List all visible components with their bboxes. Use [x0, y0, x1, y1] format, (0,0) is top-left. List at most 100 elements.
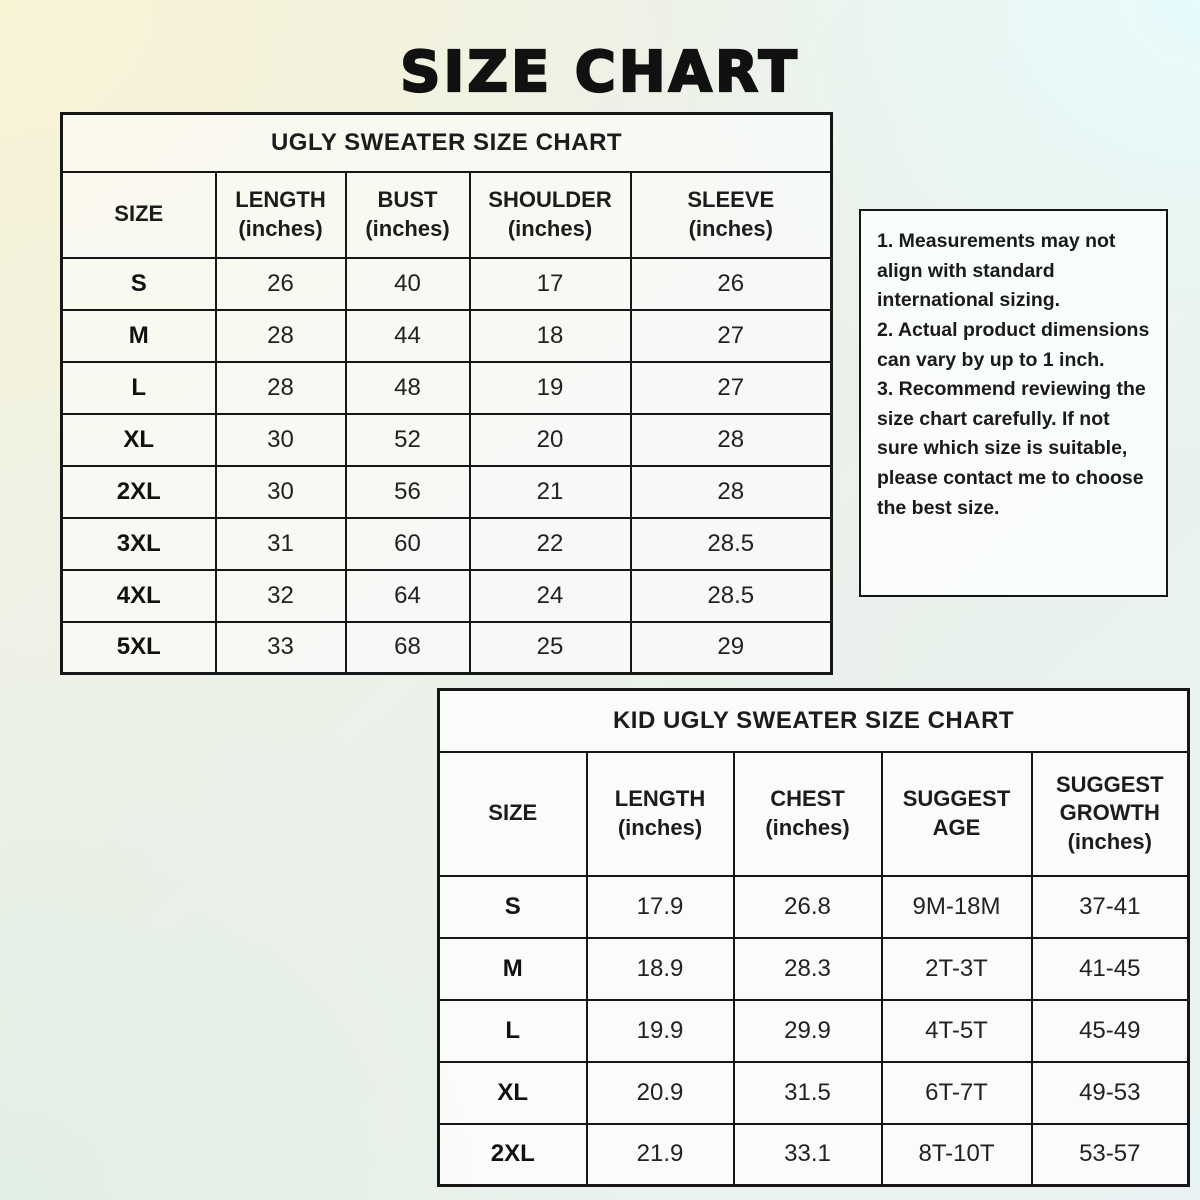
value-cell: 56	[344, 464, 471, 519]
value-cell: 30	[214, 412, 347, 467]
value-cell: 29	[629, 620, 833, 675]
value-cell: 21.9	[585, 1122, 735, 1187]
value-cell: 19.9	[585, 998, 735, 1063]
value-cell: 6T-7T	[880, 1060, 1033, 1125]
size-cell: 2XL	[60, 464, 217, 519]
value-cell: 25	[468, 620, 632, 675]
value-cell: 18.9	[585, 936, 735, 1001]
value-cell: 28	[214, 360, 347, 415]
column-header: SIZE	[437, 750, 588, 877]
table-row: 3XL 31 60 22 28.5	[60, 516, 833, 571]
table-row: XL 30 52 20 28	[60, 412, 833, 467]
table-row: 4XL 32 64 24 28.5	[60, 568, 833, 623]
value-cell: 45-49	[1030, 998, 1190, 1063]
sizing-note: 1. Measurements may not align with stand…	[877, 230, 1116, 312]
value-cell: 48	[344, 360, 471, 415]
value-cell: 31.5	[732, 1060, 883, 1125]
value-cell: 28	[629, 464, 833, 519]
value-cell: 9M-18M	[880, 874, 1033, 939]
value-cell: 2T-3T	[880, 936, 1033, 1001]
value-cell: 21	[468, 464, 632, 519]
size-cell: L	[60, 360, 217, 415]
size-cell: XL	[60, 412, 217, 467]
value-cell: 28.5	[629, 568, 833, 623]
table-row: L 28 48 19 27	[60, 360, 833, 415]
value-cell: 18	[468, 308, 632, 363]
value-cell: 26.8	[732, 874, 883, 939]
value-cell: 64	[344, 568, 471, 623]
value-cell: 26	[629, 256, 833, 311]
header-row: SIZE LENGTH (inches) CHEST (inches) SUGGEST…	[437, 750, 1190, 877]
value-cell: 17	[468, 256, 632, 311]
size-cell: M	[60, 308, 217, 363]
adult-size-table: UGLY SWEATER SIZE CHART SIZE LENGTH (inche…	[60, 112, 834, 675]
table-row: 2XL 21.9 33.1 8T-10T 53-57	[437, 1122, 1190, 1187]
value-cell: 52	[344, 412, 471, 467]
value-cell: 37-41	[1030, 874, 1190, 939]
value-cell: 28	[629, 412, 833, 467]
header-row: SIZE LENGTH (inches) BUST (inches) SHOULDER…	[60, 170, 833, 259]
value-cell: 33	[214, 620, 347, 675]
table-row: S 17.9 26.8 9M-18M 37-41	[437, 874, 1190, 939]
size-cell: L	[437, 998, 588, 1063]
column-header: CHEST (inches)	[732, 750, 883, 877]
value-cell: 22	[468, 516, 632, 571]
value-cell: 28.5	[629, 516, 833, 571]
size-cell: 5XL	[60, 620, 217, 675]
table-title: KID UGLY SWEATER SIZE CHART	[437, 688, 1190, 753]
column-header: LENGTH (inches)	[214, 170, 347, 259]
value-cell: 17.9	[585, 874, 735, 939]
size-cell: S	[60, 256, 217, 311]
value-cell: 60	[344, 516, 471, 571]
value-cell: 28.3	[732, 936, 883, 1001]
value-cell: 68	[344, 620, 471, 675]
value-cell: 33.1	[732, 1122, 883, 1187]
column-header: SUGGEST GROWTH (inches)	[1030, 750, 1190, 877]
value-cell: 41-45	[1030, 936, 1190, 1001]
column-header: SIZE	[60, 170, 217, 259]
sizing-note: 3. Recommend reviewing the size chart ca…	[877, 378, 1146, 519]
size-cell: XL	[437, 1060, 588, 1125]
size-cell: M	[437, 936, 588, 1001]
table-row: S 26 40 17 26	[60, 256, 833, 311]
value-cell: 30	[214, 464, 347, 519]
table-row: 5XL 33 68 25 29	[60, 620, 833, 675]
value-cell: 20.9	[585, 1060, 735, 1125]
value-cell: 40	[344, 256, 471, 311]
value-cell: 19	[468, 360, 632, 415]
value-cell: 32	[214, 568, 347, 623]
value-cell: 28	[214, 308, 347, 363]
value-cell: 44	[344, 308, 471, 363]
table-row: L 19.9 29.9 4T-5T 45-49	[437, 998, 1190, 1063]
page-title: SIZE CHART	[399, 39, 800, 106]
value-cell: 53-57	[1030, 1122, 1190, 1187]
sizing-note: 2. Actual product dimensions can vary by…	[877, 318, 1150, 371]
value-cell: 49-53	[1030, 1060, 1190, 1125]
value-cell: 8T-10T	[880, 1122, 1033, 1187]
column-header: SLEEVE (inches)	[629, 170, 833, 259]
kid-size-table: KID UGLY SWEATER SIZE CHART SIZE LENGTH (i…	[437, 688, 1191, 1187]
column-header: BUST (inches)	[344, 170, 471, 259]
table-row: XL 20.9 31.5 6T-7T 49-53	[437, 1060, 1190, 1125]
value-cell: 24	[468, 568, 632, 623]
value-cell: 26	[214, 256, 347, 311]
table-row: M 18.9 28.3 2T-3T 41-45	[437, 936, 1190, 1001]
size-cell: 4XL	[60, 568, 217, 623]
table-row: M 28 44 18 27	[60, 308, 833, 363]
sizing-notes-box: 1. Measurements may not align with stand…	[859, 209, 1168, 597]
value-cell: 27	[629, 360, 833, 415]
value-cell: 29.9	[732, 998, 883, 1063]
value-cell: 20	[468, 412, 632, 467]
value-cell: 31	[214, 516, 347, 571]
table-row: 2XL 30 56 21 28	[60, 464, 833, 519]
size-cell: 2XL	[437, 1122, 588, 1187]
column-header: LENGTH (inches)	[585, 750, 735, 877]
value-cell: 4T-5T	[880, 998, 1033, 1063]
size-cell: S	[437, 874, 588, 939]
column-header: SUGGEST AGE	[880, 750, 1033, 877]
size-cell: 3XL	[60, 516, 217, 571]
table-title: UGLY SWEATER SIZE CHART	[60, 112, 833, 173]
column-header: SHOULDER (inches)	[468, 170, 632, 259]
value-cell: 27	[629, 308, 833, 363]
